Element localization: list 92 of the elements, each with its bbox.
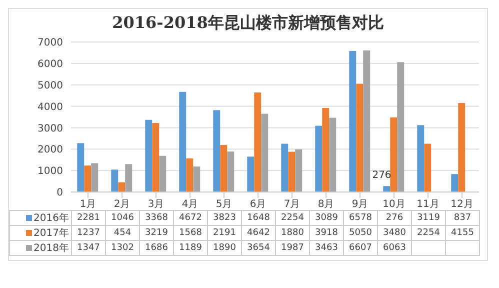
data-label: 1648 [242,210,276,226]
bar [193,166,200,192]
bar [288,152,296,192]
data-label: 1237 [72,226,106,240]
y-tick-label: 5000 [38,80,63,92]
x-tick-label: 12月 [450,199,474,210]
bar [159,156,166,192]
data-label: 3119 [412,210,446,226]
data-label: 3918 [310,226,344,240]
data-label: 1568 [174,226,208,240]
y-tick-label: 3000 [38,123,63,134]
data-label: 1890 [208,240,242,256]
data-label: 837 [446,210,480,226]
data-label: 3480 [378,226,412,240]
data-label: 3219 [140,226,174,240]
data-label: 6578 [344,210,378,226]
x-tick-label: 11月 [416,199,440,210]
y-tick-label: 0 [56,188,63,199]
x-tick-label: 8月 [318,199,334,210]
bar [111,170,118,192]
bar [458,102,466,192]
x-tick-label: 7月 [284,199,300,210]
x-tick-label: 5月 [216,199,232,210]
data-label: 6063 [378,240,412,256]
legend-label: 2018年 [10,240,72,256]
y-tick-label: 1000 [38,166,63,178]
data-label: 454 [106,226,140,240]
bar [295,149,302,192]
bar [424,144,432,192]
data-label: 1302 [106,240,140,256]
data-label: 3463 [310,240,344,256]
bar [322,108,330,192]
bar [363,50,370,192]
bar [397,62,404,192]
bar [315,126,322,192]
chart-title: 2016-2018年昆山楼市新增预售对比 [111,12,385,34]
data-label: 4155 [446,226,480,240]
data-label: 1189 [174,240,208,256]
y-tick-label: 4000 [38,102,63,113]
bar [145,120,152,192]
bar [220,145,228,192]
data-label: 276 [378,210,412,226]
bar [417,125,424,192]
bar [213,110,220,192]
data-label: 1880 [276,226,310,240]
y-tick-label: 2000 [38,144,63,156]
bar [152,123,160,192]
data-label: 5050 [344,226,378,240]
legend-label: 2016年 [10,210,72,226]
data-label: 1046 [106,210,140,226]
y-tick-label: 6000 [38,58,63,70]
x-tick-label: 1月 [80,199,96,210]
x-tick-label: 6月 [250,199,266,210]
bar [261,114,268,192]
data-label: 3654 [242,240,276,256]
data-label: 4642 [242,226,276,240]
bar [281,144,288,192]
data-label: 2191 [208,226,242,240]
data-label: 2254 [276,210,310,226]
bar [254,92,262,192]
x-tick-label: 2月 [114,199,130,210]
bar [356,84,364,192]
bar [390,117,398,192]
data-label: 3368 [140,210,174,226]
x-tick-label: 4月 [182,199,198,210]
bar [77,143,84,192]
y-tick-label: 7000 [38,38,63,49]
legend-label: 2017年 [10,226,72,240]
x-tick-label: 9月 [352,199,368,210]
data-label: 1987 [276,240,310,256]
bar [186,158,194,192]
bar [247,156,254,192]
data-label: 3089 [310,210,344,226]
bar [451,174,458,192]
data-label: 4672 [174,210,208,226]
bar [329,118,336,192]
bar [91,163,98,192]
data-label: 3823 [208,210,242,226]
bar [383,186,390,192]
data-label: 1686 [140,240,174,256]
data-label: 6607 [344,240,378,256]
bar [227,152,234,192]
x-tick-label: 3月 [148,199,164,210]
bar [125,164,132,192]
data-label: 2254 [412,226,446,240]
bar [349,51,356,192]
bar [179,92,186,192]
data-label: 1347 [72,240,106,256]
bar [84,165,92,192]
data-label: 2281 [72,210,106,226]
bar [118,182,126,192]
x-tick-label: 10月 [382,199,406,210]
